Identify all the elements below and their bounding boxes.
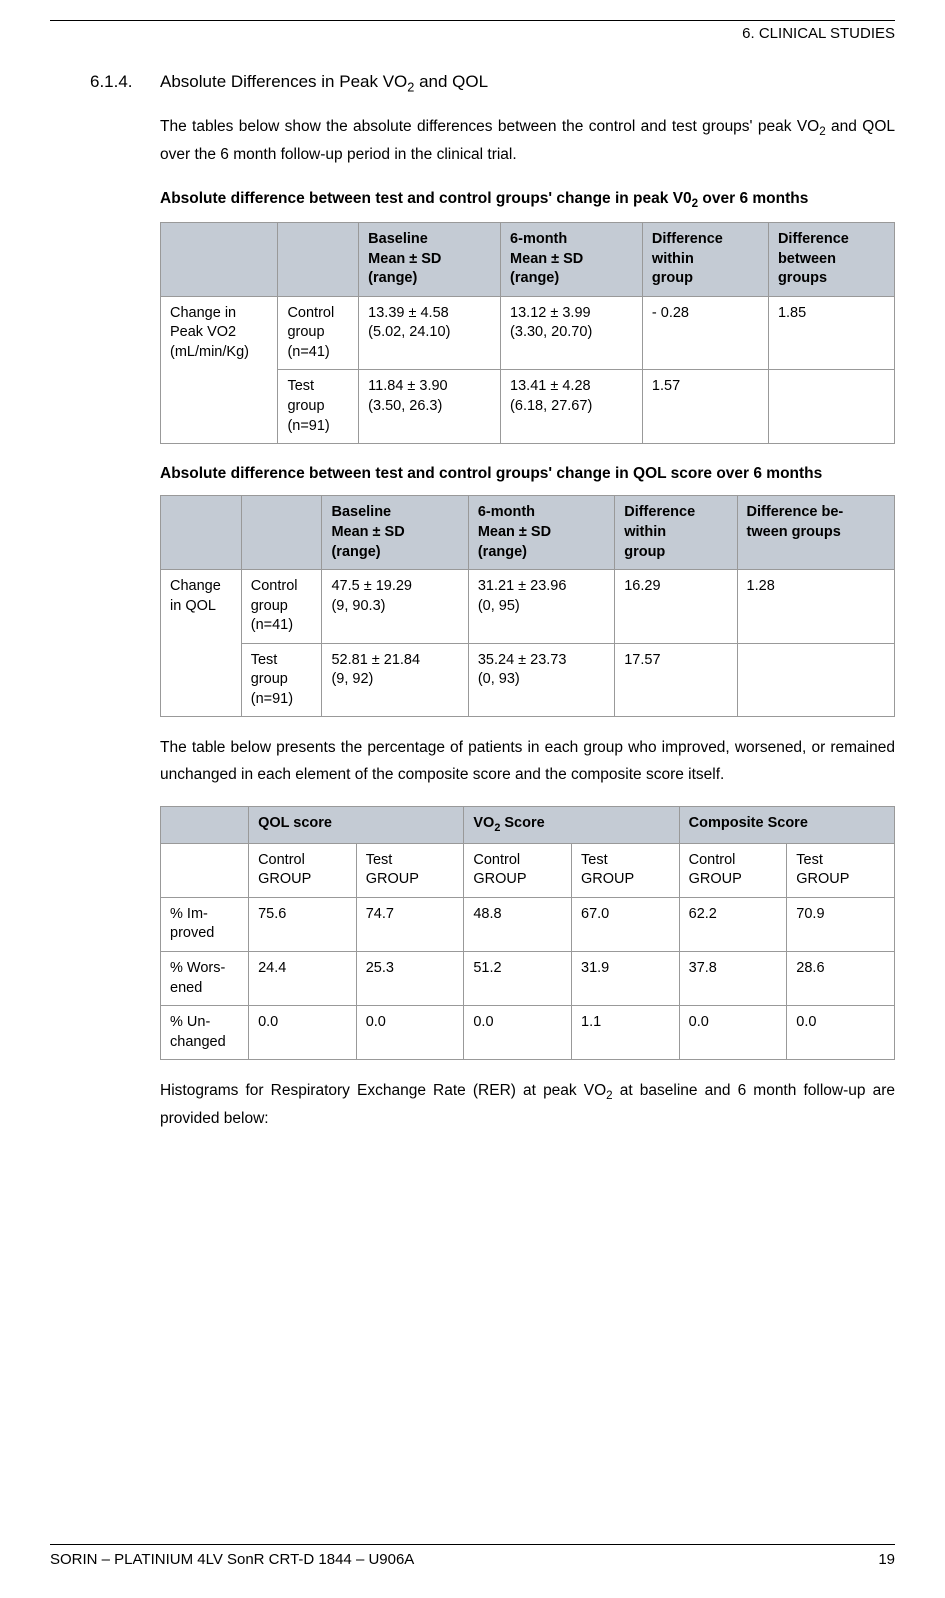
t3-r0c6: 70.9 [787, 897, 895, 951]
t3-r2c5: 0.0 [679, 1006, 787, 1060]
t2-r1c1: 52.81 ± 21.84 (9, 92) [322, 643, 468, 717]
t2-r0c2: 31.21 ± 23.96 (0, 95) [468, 570, 614, 644]
t3-r0c1: 75.6 [249, 897, 357, 951]
t2-r1c0: Test group (n=91) [241, 643, 322, 717]
t3-th2-pre: VO [473, 815, 494, 831]
table3: QOL score VO2 Score Composite Score Cont… [160, 806, 895, 1060]
t1-rowlabel: Change in Peak VO2 (mL/min/Kg) [161, 296, 278, 443]
t3-sh4: Test GROUP [572, 843, 680, 897]
t3-r1c6: 28.6 [787, 951, 895, 1005]
t3-sh5: Control GROUP [679, 843, 787, 897]
t3-sh6: Test GROUP [787, 843, 895, 897]
t1-h1 [278, 223, 359, 297]
t2-r1c3: 17.57 [615, 643, 737, 717]
t2-h0 [161, 496, 242, 570]
page-header-chapter: 6. CLINICAL STUDIES [50, 25, 895, 42]
t1-r0c0: Control group (n=41) [278, 296, 359, 370]
t1-r0c2: 13.12 ± 3.99 (3.30, 20.70) [501, 296, 643, 370]
t3-sh3: Control GROUP [464, 843, 572, 897]
section-number: 6.1.4. [90, 72, 160, 94]
t3-th2-post: Score [500, 815, 544, 831]
t1-r1c1: 11.84 ± 3.90 (3.50, 26.3) [359, 370, 501, 444]
t3-r1c4: 31.9 [572, 951, 680, 1005]
t3-r0c3: 48.8 [464, 897, 572, 951]
t3-r2c1: 0.0 [249, 1006, 357, 1060]
t1-h0 [161, 223, 278, 297]
intro-paragraph: The tables below show the absolute diffe… [160, 114, 895, 168]
table2-title: Absolute difference between test and con… [160, 462, 895, 485]
t3-r0c5: 62.2 [679, 897, 787, 951]
t3-r2c0: % Un- changed [161, 1006, 249, 1060]
closing-paragraph: Histograms for Respiratory Exchange Rate… [160, 1078, 895, 1132]
table1-title: Absolute difference between test and con… [160, 187, 895, 213]
t3-sh0 [161, 843, 249, 897]
t3-r1c2: 25.3 [356, 951, 464, 1005]
t3-r1c5: 37.8 [679, 951, 787, 1005]
t3-sh2: Test GROUP [356, 843, 464, 897]
t2-r1c2: 35.24 ± 23.73 (0, 93) [468, 643, 614, 717]
t3-r0c2: 74.7 [356, 897, 464, 951]
closing-pre: Histograms for Respiratory Exchange Rate… [160, 1082, 606, 1099]
t1-r1c3: 1.57 [642, 370, 768, 444]
t3-r2c2: 0.0 [356, 1006, 464, 1060]
t3-sh1: Control GROUP [249, 843, 357, 897]
t2-r0c3: 16.29 [615, 570, 737, 644]
table1-title-pre: Absolute difference between test and con… [160, 190, 692, 207]
t1-r1c4 [768, 370, 894, 444]
t3-r2c6: 0.0 [787, 1006, 895, 1060]
section-title: Absolute Differences in Peak VO2 and QOL [160, 72, 488, 94]
t1-h3: 6-month Mean ± SD (range) [501, 223, 643, 297]
t2-rowlabel: Change in QOL [161, 570, 242, 717]
t2-r0c1: 47.5 ± 19.29 (9, 90.3) [322, 570, 468, 644]
t1-r1c0: Test group (n=91) [278, 370, 359, 444]
t1-r1c2: 13.41 ± 4.28 (6.18, 27.67) [501, 370, 643, 444]
t2-r1c4 [737, 643, 894, 717]
t1-r0c4: 1.85 [768, 296, 894, 370]
t3-r2c4: 1.1 [572, 1006, 680, 1060]
t2-h2: Baseline Mean ± SD (range) [322, 496, 468, 570]
t2-r0c4: 1.28 [737, 570, 894, 644]
t3-th1: QOL score [249, 807, 464, 844]
section-title-pre: Absolute Differences in Peak VO [160, 72, 407, 91]
t1-h2: Baseline Mean ± SD (range) [359, 223, 501, 297]
t3-th2: VO2 Score [464, 807, 679, 844]
table1: Baseline Mean ± SD (range) 6-month Mean … [160, 222, 895, 444]
t2-h3: 6-month Mean ± SD (range) [468, 496, 614, 570]
t2-h5: Difference be- tween groups [737, 496, 894, 570]
t1-h5: Difference between groups [768, 223, 894, 297]
t3-r1c0: % Wors- ened [161, 951, 249, 1005]
t1-h4: Difference within group [642, 223, 768, 297]
t3-r0c4: 67.0 [572, 897, 680, 951]
t2-r0c0: Control group (n=41) [241, 570, 322, 644]
t3-r0c0: % Im- proved [161, 897, 249, 951]
mid-paragraph: The table below presents the percentage … [160, 735, 895, 788]
table1-title-post: over 6 months [698, 190, 808, 207]
intro-pre: The tables below show the absolute diffe… [160, 118, 819, 135]
t3-r1c1: 24.4 [249, 951, 357, 1005]
section-title-post: and QOL [414, 72, 488, 91]
t1-r0c3: - 0.28 [642, 296, 768, 370]
t3-th3: Composite Score [679, 807, 894, 844]
footer-page-number: 19 [878, 1551, 895, 1568]
t2-h4: Difference within group [615, 496, 737, 570]
table2: Baseline Mean ± SD (range) 6-month Mean … [160, 495, 895, 717]
t3-th0 [161, 807, 249, 844]
t3-r1c3: 51.2 [464, 951, 572, 1005]
t1-r0c1: 13.39 ± 4.58 (5.02, 24.10) [359, 296, 501, 370]
footer-left: SORIN – PLATINIUM 4LV SonR CRT-D 1844 – … [50, 1551, 414, 1568]
t3-r2c3: 0.0 [464, 1006, 572, 1060]
t2-h1 [241, 496, 322, 570]
